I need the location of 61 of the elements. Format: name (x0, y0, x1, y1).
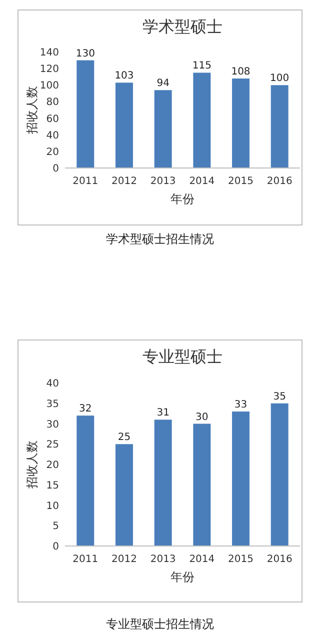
y-tick-label: 25 (46, 440, 59, 451)
data-label: 100 (270, 73, 290, 84)
text: 专业型硕士招生情况 (106, 617, 214, 631)
y-tick-label: 100 (40, 80, 59, 92)
y-tick-label: 80 (46, 97, 59, 108)
y-tick-label: 20 (46, 146, 59, 158)
x-tick-label: 2013 (150, 554, 176, 565)
chart-title: 学术型硕士 (142, 17, 222, 36)
bar (232, 412, 250, 546)
bar (270, 85, 288, 168)
x-tick-label: 2012 (112, 176, 137, 187)
y-tick-label: 5 (52, 521, 59, 532)
bar (115, 82, 133, 168)
y-tick-label: 30 (46, 419, 59, 430)
y-axis-title: 招收人数 (25, 440, 39, 490)
data-label: 115 (192, 60, 212, 72)
data-label: 25 (118, 432, 131, 444)
x-tick-label: 2013 (150, 176, 176, 187)
bar (193, 72, 211, 168)
data-label: 31 (156, 408, 170, 419)
data-label: 108 (231, 66, 250, 78)
data-label: 130 (76, 48, 95, 60)
bar (154, 90, 172, 168)
x-tick-label: 2014 (189, 176, 215, 187)
data-label: 103 (114, 70, 134, 82)
chart-title: 专业型硕士 (142, 347, 222, 366)
bar (115, 444, 133, 546)
bar (76, 416, 94, 546)
y-tick-label: 40 (46, 378, 59, 390)
x-axis-title: 年份 (170, 192, 194, 206)
data-label: 32 (79, 404, 92, 415)
y-tick-label: 10 (46, 500, 59, 512)
x-tick-label: 2015 (228, 554, 254, 565)
text: 学术型硕士招生情况 (106, 232, 214, 246)
x-tick-label: 2016 (266, 554, 292, 565)
data-label: 30 (196, 412, 208, 423)
x-tick-label: 2015 (228, 176, 254, 187)
x-tick-label: 2016 (266, 176, 292, 187)
y-tick-label: 140 (40, 48, 59, 58)
bar (193, 424, 211, 546)
y-tick-label: 40 (46, 130, 59, 142)
y-tick-label: 0 (52, 164, 59, 174)
x-tick-label: 2011 (72, 554, 98, 565)
y-tick-label: 35 (46, 398, 59, 410)
x-axis-title: 年份 (170, 570, 194, 584)
y-tick-label: 20 (46, 460, 59, 471)
x-tick-label: 2011 (72, 176, 98, 187)
x-tick-label: 2014 (189, 554, 215, 565)
y-tick-label: 120 (40, 64, 59, 76)
bar (270, 403, 288, 546)
bar (232, 78, 250, 168)
bar (154, 420, 172, 546)
y-tick-label: 15 (46, 480, 59, 492)
data-label: 94 (156, 78, 170, 90)
bar (76, 60, 94, 168)
y-tick-label: 0 (52, 542, 59, 552)
data-label: 35 (273, 391, 286, 402)
y-tick-label: 60 (46, 114, 59, 125)
data-label: 33 (234, 400, 248, 411)
x-tick-label: 2012 (112, 554, 137, 565)
y-axis-title: 招收人数 (25, 86, 39, 135)
